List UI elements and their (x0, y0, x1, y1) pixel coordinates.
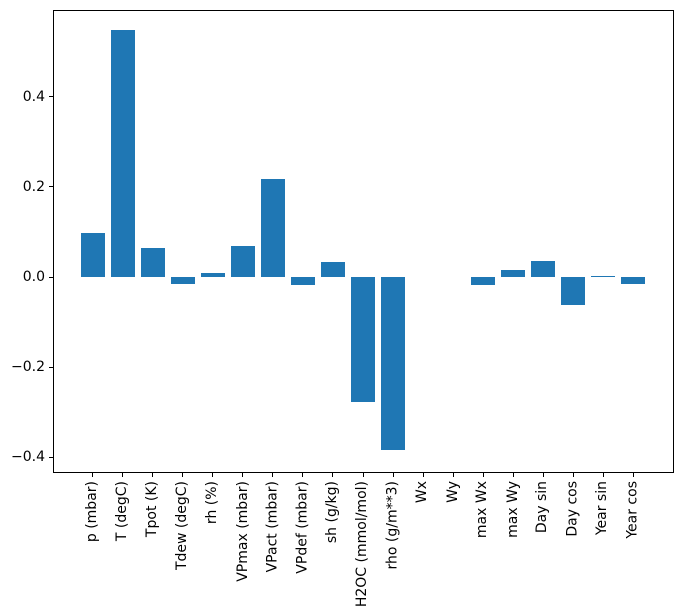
x-tick-label: Wx (414, 481, 431, 504)
bar (561, 277, 585, 305)
x-tick-mark (602, 473, 604, 477)
x-tick-mark (212, 473, 214, 477)
y-tick-mark (49, 456, 53, 458)
bar (260, 178, 285, 277)
x-tick-mark (332, 473, 334, 477)
bar (290, 277, 315, 286)
x-tick-mark (152, 473, 154, 477)
x-tick-label: rho (g/m**3) (384, 481, 401, 570)
x-tick-label: VPact (mbar) (264, 481, 281, 573)
bar (170, 277, 195, 285)
bar (381, 277, 405, 451)
bar (591, 276, 615, 277)
x-tick-mark (362, 473, 364, 477)
x-tick-mark (272, 473, 274, 477)
y-tick-mark (49, 96, 53, 98)
bar (621, 277, 645, 285)
plot-area (53, 10, 674, 473)
x-tick-label: Tpot (K) (144, 481, 161, 538)
x-tick-mark (422, 473, 424, 477)
x-tick-mark (512, 473, 514, 477)
y-tick-mark (49, 276, 53, 278)
bar (501, 269, 525, 277)
x-tick-label: Day cos (564, 481, 581, 537)
x-tick-label: p (mbar) (84, 481, 101, 543)
y-tick-label: −0.4 (11, 449, 45, 465)
bar (531, 260, 555, 277)
bar (110, 29, 135, 277)
y-tick-label: 0.4 (22, 88, 45, 105)
bar (471, 277, 495, 286)
bar (80, 232, 105, 277)
x-tick-mark (452, 473, 454, 477)
x-tick-mark (392, 473, 394, 477)
bar (140, 248, 165, 277)
bar (230, 246, 255, 277)
x-tick-label: Wy (444, 481, 461, 503)
bar (200, 272, 225, 277)
y-tick-mark (49, 366, 53, 368)
x-tick-label: max Wy (504, 481, 521, 538)
x-tick-mark (122, 473, 124, 477)
x-tick-label: Year cos (624, 481, 641, 539)
x-tick-mark (482, 473, 484, 477)
y-tick-label: 0.2 (22, 178, 45, 195)
x-tick-mark (572, 473, 574, 477)
bar (350, 277, 375, 403)
x-tick-mark (632, 473, 634, 477)
x-tick-label: T (degC) (114, 481, 131, 542)
x-tick-label: max Wx (474, 481, 491, 539)
x-tick-label: Day sin (534, 481, 551, 534)
x-tick-label: rh (%) (204, 481, 221, 525)
x-tick-mark (542, 473, 544, 477)
x-tick-mark (182, 473, 184, 477)
x-tick-label: Tdew (degC) (174, 481, 191, 571)
y-tick-label: 0.0 (22, 269, 45, 285)
x-tick-mark (302, 473, 304, 477)
x-tick-label: Year sin (594, 481, 611, 536)
x-tick-label: VPmax (mbar) (234, 481, 251, 582)
x-tick-mark (242, 473, 244, 477)
x-tick-label: H2OC (mmol/mol) (354, 481, 371, 608)
y-tick-label: −0.2 (11, 359, 45, 375)
x-tick-label: sh (g/kg) (324, 481, 341, 544)
x-tick-label: VPdef (mbar) (294, 481, 311, 574)
x-tick-mark (92, 473, 94, 477)
y-tick-mark (49, 186, 53, 188)
bar (320, 262, 345, 277)
